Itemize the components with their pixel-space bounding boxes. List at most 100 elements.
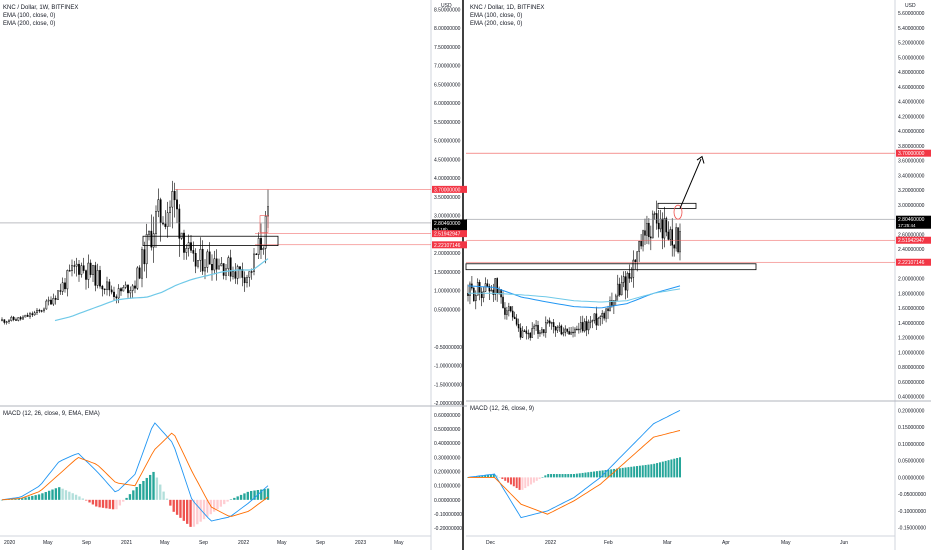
right-signal-line: [468, 430, 681, 515]
right-candle: [515, 318, 518, 325]
right-ema100-line: [467, 285, 681, 309]
left-macd-histogram-bar: [88, 499, 91, 503]
left-time-label: 2022: [238, 540, 249, 546]
right-macd-histogram-bar: [495, 475, 498, 478]
left-macd-histogram-bar: [229, 499, 233, 500]
right-candle: [484, 283, 487, 292]
left-macd-histogram-bar: [41, 493, 44, 500]
left-time-label: May: [394, 540, 404, 546]
left-price-tick: 7.50000000: [434, 45, 461, 51]
left-macd-histogram-bar: [260, 489, 263, 500]
right-macd-histogram-bar: [518, 477, 521, 490]
right-candle: [603, 313, 605, 319]
left-candle: [169, 206, 171, 214]
left-price-tick: -2.00000000: [434, 401, 462, 407]
right-macd-histogram-bar: [572, 474, 576, 478]
left-candle: [103, 288, 106, 291]
right-macd-tick: 0.05000000: [898, 459, 925, 465]
right-price-tick: 0.40000000: [898, 395, 925, 401]
right-candle: [488, 286, 491, 292]
left-candle: [45, 300, 48, 310]
left-candle: [164, 223, 167, 227]
left-macd-histogram-bar: [68, 491, 71, 500]
left-candle: [260, 238, 262, 250]
left-macd-histogram-bar: [266, 488, 270, 500]
left-candle: [1, 319, 3, 321]
left-time-label: 2020: [4, 540, 15, 546]
left-candle: [113, 291, 115, 297]
left-macd-histogram-bar: [111, 499, 115, 510]
left-candle: [15, 319, 17, 321]
left-macd-histogram-bar: [182, 499, 186, 521]
right-macd-histogram-bar: [521, 477, 524, 490]
right-macd-histogram-bar: [547, 474, 550, 478]
left-macd-histogram-bar: [91, 499, 95, 505]
right-ema200-line: [468, 288, 681, 303]
right-level-a-label-bg: [896, 236, 931, 244]
right-candle: [616, 283, 619, 297]
left-candle: [173, 191, 176, 201]
right-candle: [587, 322, 590, 331]
left-target-label-bg: [432, 185, 467, 193]
left-candle: [267, 206, 269, 217]
right-macd-histogram-bar: [627, 467, 630, 478]
left-macd-tick: 0.30000000: [434, 455, 461, 461]
left-candle: [141, 249, 143, 279]
right-macd-tick: 0.15000000: [898, 425, 925, 431]
left-candle: [208, 251, 211, 265]
left-macd-histogram-bar: [101, 499, 105, 508]
right-candle: [628, 273, 631, 279]
left-candle: [101, 285, 104, 290]
left-candle: [120, 288, 122, 292]
right-macd-histogram-bar: [478, 475, 481, 478]
right-candle: [609, 300, 611, 312]
left-macd-histogram-bar: [118, 499, 122, 506]
right-candle: [634, 259, 637, 263]
right-price-tick: 4.80000000: [898, 70, 925, 76]
left-price-tick: 8.50000000: [434, 7, 461, 13]
left-macd-histogram-bar: [226, 499, 229, 502]
left-candle: [257, 238, 260, 255]
right-time-label: Dec: [486, 540, 495, 546]
left-macd-histogram-bar: [239, 494, 243, 500]
left-candle: [5, 321, 8, 323]
right-candle: [543, 329, 545, 333]
right-candle: [597, 317, 600, 326]
right-candle: [581, 322, 584, 332]
right-macd-histogram-bar: [581, 472, 584, 478]
right-candle: [675, 227, 677, 249]
right-candle: [665, 218, 668, 233]
right-candle: [490, 289, 493, 292]
right-price-tick: 3.00000000: [898, 203, 925, 209]
left-candle: [17, 317, 20, 321]
left-candle: [176, 199, 178, 210]
left-candle: [243, 277, 246, 284]
left-candle: [40, 310, 43, 312]
left-candle: [250, 271, 253, 273]
left-candle: [29, 313, 31, 317]
left-macd-histogram-bar: [47, 490, 51, 500]
right-projection-arrow: [679, 158, 702, 209]
right-candle: [562, 332, 565, 335]
left-level-a-label-bg: [432, 230, 467, 238]
right-macd-histogram-bar: [558, 474, 561, 478]
left-time-label: Sep: [82, 540, 91, 546]
right-candle: [667, 231, 670, 240]
left-macd-histogram-bar: [142, 480, 145, 500]
left-macd-histogram-bar: [233, 497, 236, 500]
left-candle: [26, 314, 29, 317]
right-time-label: Mar: [663, 540, 672, 546]
left-candle: [262, 248, 265, 250]
left-candle: [246, 277, 248, 284]
right-macd-tick: -0.15000000: [898, 526, 926, 532]
right-candle: [638, 240, 640, 252]
right-macd-histogram-bar: [630, 466, 633, 478]
right-legend: KNC / Dollar, 1D, BITFINEX EMA (100, clo…: [470, 4, 544, 28]
right-time-label: Jun: [840, 540, 848, 546]
right-macd-histogram-bar: [636, 466, 639, 478]
left-macd-histogram-bar: [135, 486, 138, 500]
left-candle: [199, 248, 202, 261]
left-candle: [166, 212, 169, 227]
right-candle: [533, 325, 535, 329]
